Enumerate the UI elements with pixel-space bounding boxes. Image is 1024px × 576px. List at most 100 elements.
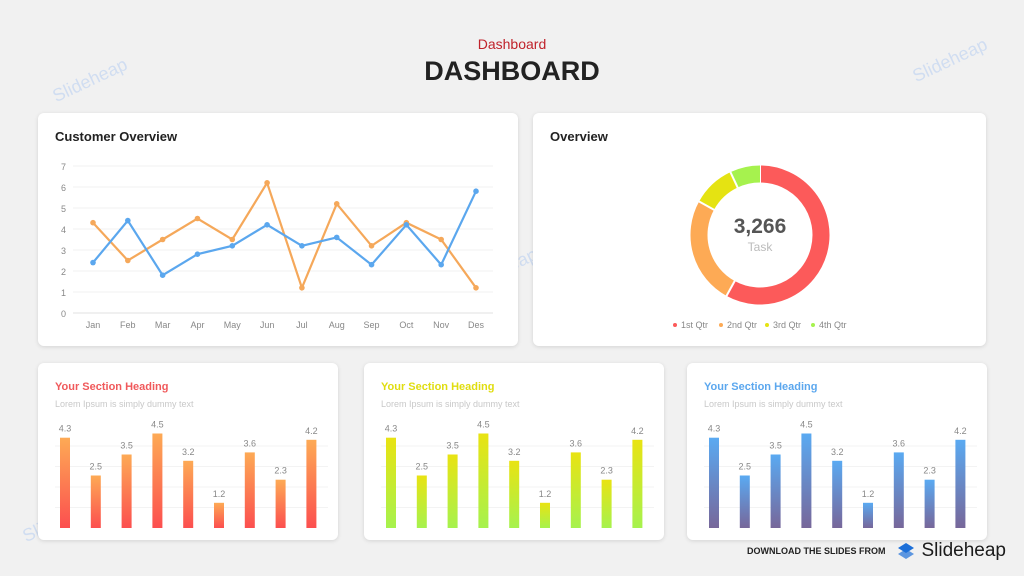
slice-separator bbox=[697, 200, 716, 212]
bar-value-label: 2.3 bbox=[600, 466, 613, 476]
bar-value-label: 4.2 bbox=[305, 426, 318, 436]
bar bbox=[832, 460, 843, 528]
bar bbox=[60, 437, 70, 528]
data-point bbox=[90, 259, 96, 266]
slice-separator bbox=[729, 170, 739, 189]
line-chart: 0 1 2 3 4 5 6 7 Jan Feb Mar Apr May Jun Jul Aug Sep Oct No… bbox=[61, 162, 493, 330]
data-point bbox=[229, 243, 236, 249]
bar-value-label: 3.2 bbox=[182, 447, 195, 457]
section-heading: Your Section Heading bbox=[381, 381, 495, 393]
x-tick-label: Jan bbox=[86, 320, 101, 330]
bar bbox=[152, 433, 163, 528]
card-title: Overview bbox=[550, 129, 608, 144]
section-card-yellow: Your Section Heading Lorem Ipsum is simpl… bbox=[364, 363, 664, 540]
bar-value-label: 4.3 bbox=[59, 424, 72, 434]
bar-value-label: 4.5 bbox=[151, 420, 164, 430]
donut-slice bbox=[690, 201, 736, 296]
x-tick-label: Apr bbox=[190, 320, 204, 330]
bar-value-label: 1.2 bbox=[539, 489, 552, 499]
data-point bbox=[125, 257, 131, 264]
x-tick-label: Nov bbox=[433, 320, 450, 330]
bar bbox=[306, 439, 317, 528]
bar-value-label: 4.5 bbox=[800, 420, 813, 430]
section-heading: Your Section Heading bbox=[55, 381, 169, 393]
bar bbox=[183, 460, 194, 528]
data-point bbox=[368, 261, 375, 268]
bar bbox=[863, 502, 873, 528]
x-tick-label: Sep bbox=[364, 320, 380, 330]
page-title: DASHBOARD bbox=[424, 56, 600, 86]
data-point bbox=[159, 236, 166, 243]
bar bbox=[632, 439, 643, 528]
legend-marker bbox=[719, 323, 723, 327]
legend-label: 3rd Qtr bbox=[773, 320, 801, 330]
bar-value-label: 2.5 bbox=[416, 462, 429, 472]
bar bbox=[90, 475, 101, 528]
page-subtitle: Dashboard bbox=[477, 36, 547, 52]
bar-value-label: 3.6 bbox=[893, 438, 906, 448]
brand-logo[interactable]: Slideheap bbox=[895, 540, 1006, 562]
data-point bbox=[438, 261, 444, 268]
section-card-red: Your Section Heading Lorem Ipsum is simpl… bbox=[38, 363, 338, 540]
data-point bbox=[194, 251, 201, 257]
bar-value-label: 4.5 bbox=[477, 420, 490, 430]
bar bbox=[801, 433, 812, 528]
bar-value-label: 1.2 bbox=[862, 489, 875, 499]
x-tick-label: Mar bbox=[155, 320, 171, 330]
section-description: Lorem Ipsum is simply dummy text bbox=[381, 399, 520, 409]
card-title: Customer Overview bbox=[55, 129, 178, 144]
bar bbox=[770, 454, 781, 528]
data-point bbox=[125, 217, 131, 224]
y-tick-label: 2 bbox=[61, 267, 66, 277]
section-description: Lorem Ipsum is simply dummy text bbox=[55, 399, 194, 409]
donut-chart: 3,266 Task 1st Qtr 2nd Qtr 3rd Qtr 4th Qtr bbox=[673, 164, 847, 330]
x-tick-label: Jun bbox=[260, 320, 275, 330]
y-tick-label: 3 bbox=[61, 246, 66, 256]
donut-center-value: 3,266 bbox=[734, 215, 787, 238]
bar bbox=[893, 452, 904, 528]
footer-text: DOWNLOAD THE SLIDES FROM bbox=[746, 546, 886, 556]
data-point bbox=[159, 272, 166, 278]
y-tick-label: 6 bbox=[61, 183, 66, 193]
bar bbox=[739, 475, 750, 528]
bar bbox=[214, 502, 224, 528]
series-line bbox=[92, 190, 477, 277]
data-point bbox=[264, 222, 270, 228]
bar-value-label: 3.2 bbox=[508, 447, 521, 457]
section-card-blue: Your Section Heading Lorem Ipsum is simpl… bbox=[687, 363, 987, 540]
data-point bbox=[264, 180, 270, 186]
data-point bbox=[299, 243, 305, 249]
donut-slice bbox=[699, 172, 739, 211]
legend-label: 2nd Qtr bbox=[727, 320, 757, 330]
bar bbox=[709, 437, 719, 528]
donut-center-label: Task bbox=[748, 240, 774, 254]
bar-value-label: 3.6 bbox=[244, 438, 257, 448]
legend-marker bbox=[673, 323, 677, 327]
bar-value-label: 4.2 bbox=[954, 426, 967, 436]
bar bbox=[386, 437, 396, 528]
bar-value-label: 2.5 bbox=[739, 462, 752, 472]
bar bbox=[244, 452, 255, 528]
donut-slice bbox=[730, 165, 761, 188]
bar-value-label: 2.5 bbox=[90, 462, 103, 472]
bar bbox=[924, 479, 935, 528]
x-tick-label: Aug bbox=[329, 320, 345, 330]
donut-slice bbox=[726, 165, 830, 305]
bar-value-label: 4.2 bbox=[631, 426, 644, 436]
bar-value-label: 4.3 bbox=[708, 424, 721, 434]
bar bbox=[478, 433, 489, 528]
bar-chart: 4.3 2.5 3.5 4.5 3.2 1.2 3.6 2.3 4.2 bbox=[55, 420, 328, 528]
data-point bbox=[403, 222, 410, 228]
customer-overview-card: Customer Overview 0 1 2 3 4 5 6 7 Jan Feb Mar Apr Ma… bbox=[38, 113, 518, 346]
bar-value-label: 2.3 bbox=[274, 466, 287, 476]
bar bbox=[275, 479, 286, 528]
data-point bbox=[299, 285, 305, 291]
bar bbox=[540, 502, 550, 528]
data-point bbox=[368, 243, 375, 249]
x-tick-label: Oct bbox=[399, 320, 414, 330]
bar-value-label: 3.5 bbox=[446, 441, 459, 451]
data-point bbox=[333, 234, 340, 241]
legend-marker bbox=[811, 323, 815, 327]
bar-value-label: 2.3 bbox=[923, 466, 936, 476]
bar-chart: 4.3 2.5 3.5 4.5 3.2 1.2 3.6 2.3 4.2 bbox=[381, 420, 654, 528]
